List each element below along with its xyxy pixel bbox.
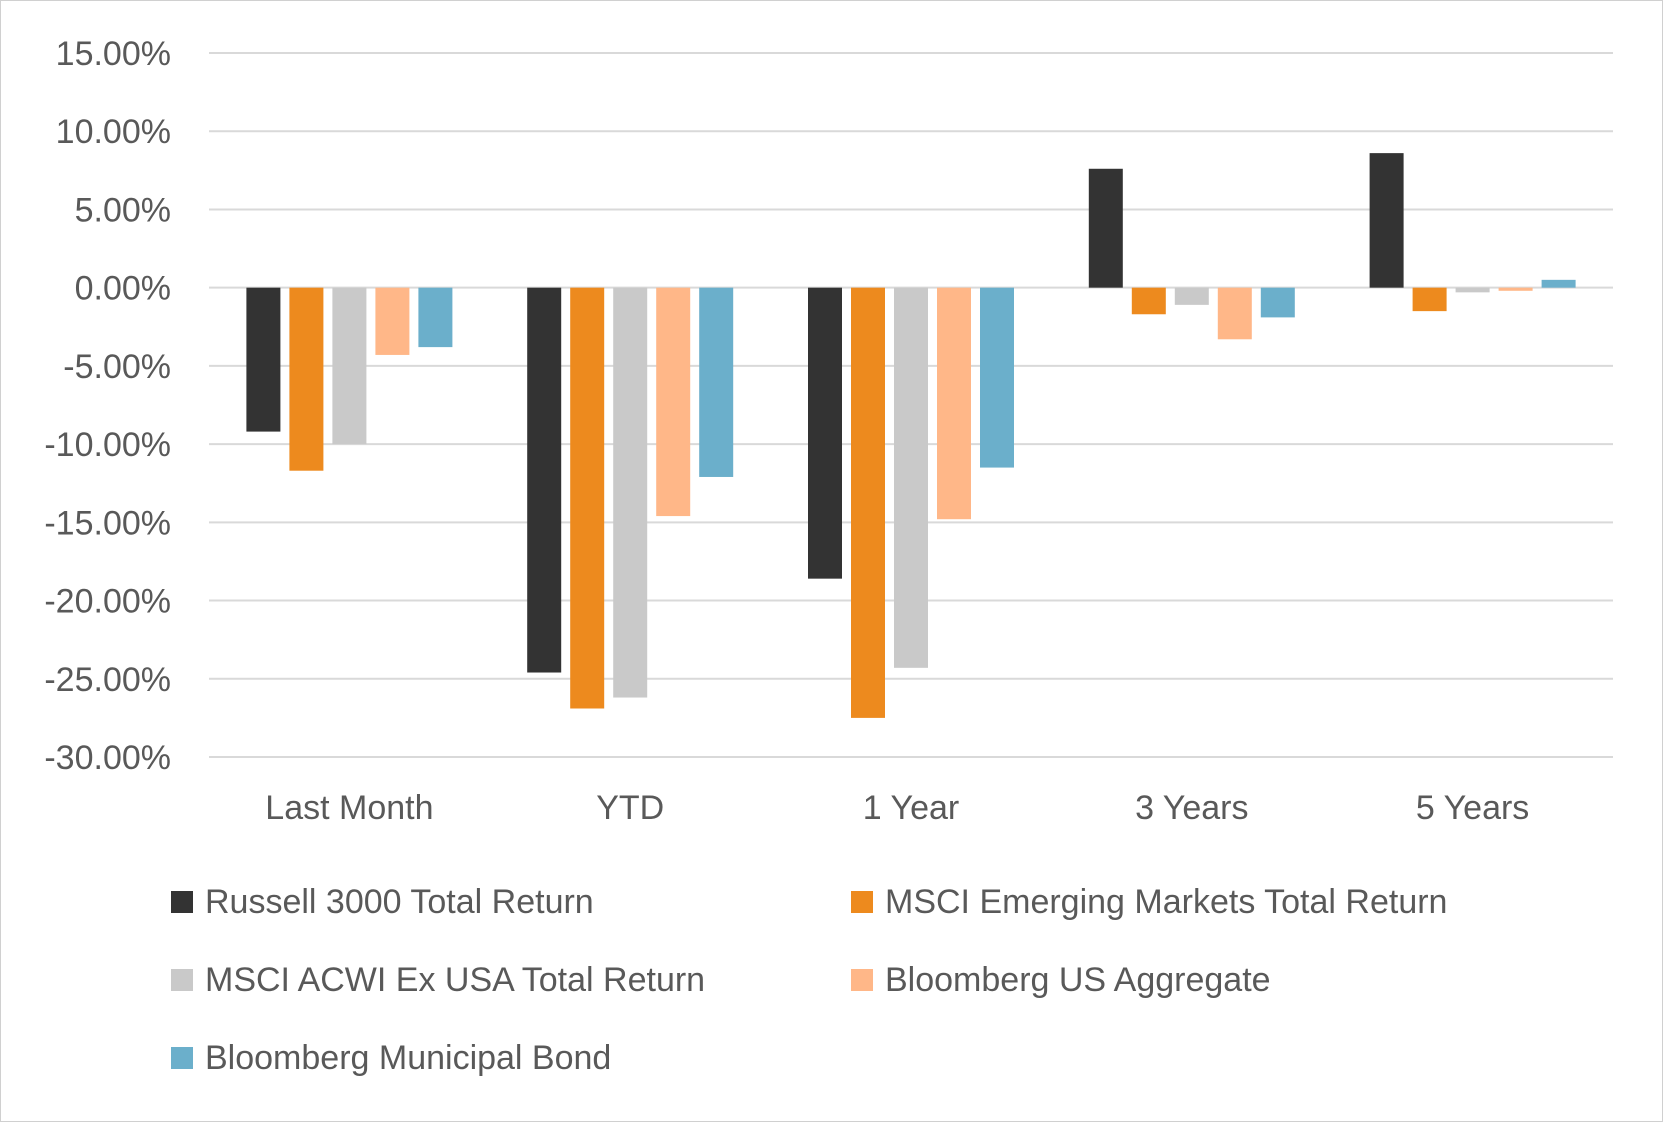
bar-bloomberg-us-aggregate-3-years [1217, 287, 1252, 340]
y-tick-label: 5.00% [75, 191, 171, 229]
bar-bloomberg-municipal-bond-3-years [1260, 287, 1295, 318]
bar-msci-emerging-markets-total-return-last-month [289, 287, 324, 471]
bar-bloomberg-municipal-bond-last-month [418, 287, 453, 348]
bar-russell-3000-total-return-1-year [808, 287, 842, 579]
y-tick-label: -25.00% [44, 661, 171, 699]
bar-bloomberg-us-aggregate-5-years [1498, 287, 1533, 291]
bar-bloomberg-municipal-bond-1-year [980, 287, 1014, 468]
y-tick-label: 15.00% [56, 35, 171, 73]
bar-russell-3000-total-return-ytd [527, 287, 562, 673]
legend: Russell 3000 Total Return MSCI Emerging M… [171, 883, 1447, 1077]
x-category-label: YTD [596, 789, 664, 827]
bar-msci-acwi-ex-usa-total-return-5-years [1455, 287, 1490, 293]
bar-bloomberg-us-aggregate-last-month [375, 287, 410, 355]
x-category-label: 5 Years [1416, 789, 1529, 827]
bar-russell-3000-total-return-5-years [1369, 153, 1404, 288]
x-category-label: Last Month [265, 789, 433, 827]
legend-entry: Bloomberg Municipal Bond [205, 1039, 611, 1077]
legend-entry: MSCI Emerging Markets Total Return [885, 883, 1447, 921]
bar-russell-3000-total-return-3-years [1088, 168, 1123, 288]
bar-msci-emerging-markets-total-return-1-year [851, 287, 885, 718]
bar-msci-acwi-ex-usa-total-return-1-year [894, 287, 928, 668]
x-category-label: 3 Years [1135, 789, 1248, 827]
bar-msci-acwi-ex-usa-total-return-last-month [332, 287, 367, 445]
bar-msci-acwi-ex-usa-total-return-3-years [1174, 287, 1209, 305]
legend-swatch [851, 969, 873, 991]
bars [246, 153, 1576, 718]
y-tick-label: -10.00% [44, 426, 171, 464]
y-tick-label: 10.00% [56, 113, 171, 151]
legend-entry: Russell 3000 Total Return [205, 883, 594, 921]
bar-msci-emerging-markets-total-return-3-years [1131, 287, 1166, 315]
bar-bloomberg-municipal-bond-ytd [699, 287, 734, 477]
bar-bloomberg-us-aggregate-ytd [656, 287, 691, 517]
y-tick-label: -5.00% [63, 348, 171, 386]
legend-swatch [171, 969, 193, 991]
bar-msci-emerging-markets-total-return-5-years [1412, 287, 1447, 312]
bar-bloomberg-us-aggregate-1-year [937, 287, 971, 520]
bar-russell-3000-total-return-last-month [246, 287, 281, 432]
legend-entry: Bloomberg US Aggregate [885, 961, 1271, 999]
y-tick-label: 0.00% [75, 270, 171, 308]
legend-swatch [171, 1047, 193, 1069]
legend-entry: MSCI ACWI Ex USA Total Return [205, 961, 705, 999]
x-axis-category-labels: Last Month YTD 1 Year 3 Years 5 Years [265, 789, 1529, 827]
x-category-label: 1 Year [863, 789, 959, 827]
legend-swatch [171, 891, 193, 913]
y-axis-tick-labels: 15.00% 10.00% 5.00% 0.00% -5.00% -10.00% -15.0… [44, 35, 171, 777]
y-tick-label: -30.00% [44, 739, 171, 777]
y-tick-label: -20.00% [44, 583, 171, 621]
bar-bloomberg-municipal-bond-5-years [1541, 279, 1576, 288]
bar-msci-emerging-markets-total-return-ytd [570, 287, 605, 709]
y-tick-label: -15.00% [44, 504, 171, 542]
bar-msci-acwi-ex-usa-total-return-ytd [613, 287, 648, 698]
legend-swatch [851, 891, 873, 913]
